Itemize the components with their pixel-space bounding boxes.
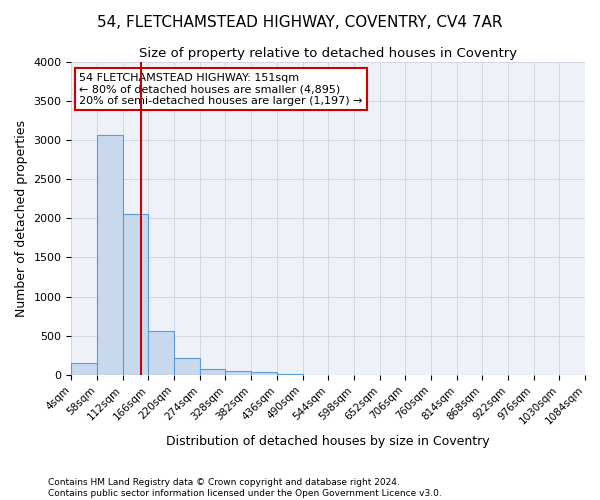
Bar [97,136,123,375]
Bar [123,214,148,375]
Y-axis label: Number of detached properties: Number of detached properties [15,120,28,317]
Text: 54 FLETCHAMSTEAD HIGHWAY: 151sqm
← 80% of detached houses are smaller (4,895)
20: 54 FLETCHAMSTEAD HIGHWAY: 151sqm ← 80% o… [79,72,362,106]
Text: Contains HM Land Registry data © Crown copyright and database right 2024.
Contai: Contains HM Land Registry data © Crown c… [48,478,442,498]
Bar [251,372,277,375]
Bar [226,370,251,375]
Bar [200,368,226,375]
Bar [174,358,200,375]
Bar [277,374,302,375]
Bar [71,363,97,375]
Title: Size of property relative to detached houses in Coventry: Size of property relative to detached ho… [139,48,517,60]
Bar [148,331,174,375]
Text: 54, FLETCHAMSTEAD HIGHWAY, COVENTRY, CV4 7AR: 54, FLETCHAMSTEAD HIGHWAY, COVENTRY, CV4… [97,15,503,30]
X-axis label: Distribution of detached houses by size in Coventry: Distribution of detached houses by size … [166,434,490,448]
